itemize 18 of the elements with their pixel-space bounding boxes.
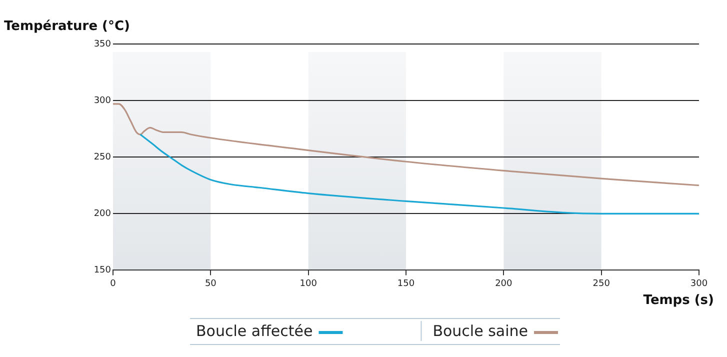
y-tick-label: 200: [94, 208, 112, 219]
y-tick-label: 350: [94, 39, 112, 50]
x-axis-title: Temps (s): [643, 293, 714, 308]
line-series: [113, 103, 699, 186]
line-series: [140, 134, 699, 214]
y-tick-label: 150: [94, 266, 112, 276]
x-tick-label: 50: [204, 278, 217, 289]
x-tick-label: 150: [397, 278, 415, 289]
x-tick-label: 100: [300, 278, 318, 289]
x-tick-label: 250: [592, 278, 610, 289]
y-tick-label: 250: [94, 152, 112, 162]
y-tick-label: 300: [94, 96, 112, 106]
legend-label: Boucle affectée: [196, 322, 313, 340]
legend-label: Boucle saine: [432, 322, 528, 340]
x-tick-label: 200: [495, 278, 513, 289]
x-tick-label: 300: [690, 278, 708, 289]
y-axis-title: Température (°C): [4, 19, 130, 34]
x-tick-label: 0: [110, 278, 116, 289]
